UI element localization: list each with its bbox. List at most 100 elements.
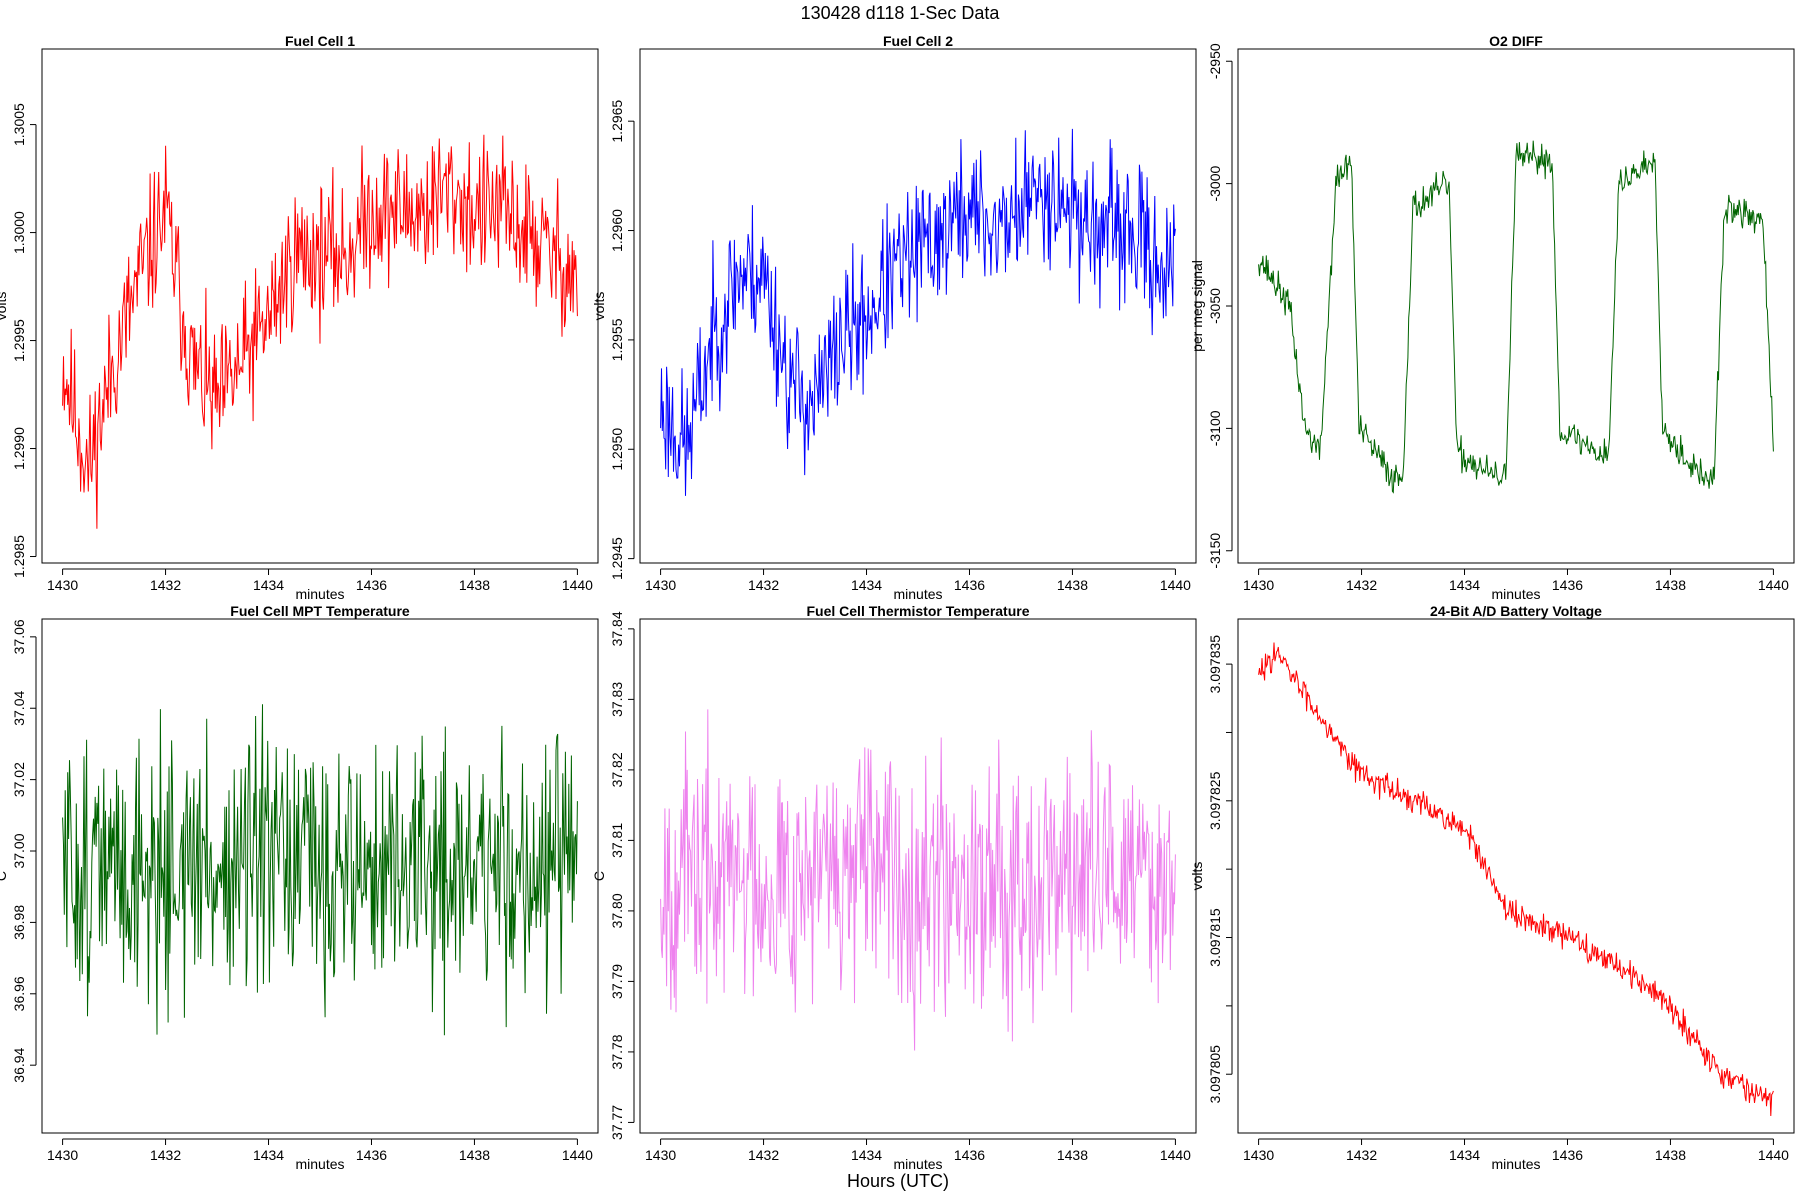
y-tick-label: 1.2950	[609, 428, 625, 471]
x-tick-label: 1434	[851, 577, 882, 593]
y-tick-label: -2950	[1207, 43, 1223, 79]
x-tick-label: 1440	[562, 577, 593, 593]
x-tick-label: 1430	[47, 1147, 78, 1163]
x-tick-label: 1436	[954, 577, 985, 593]
x-axis-label: minutes	[893, 586, 942, 602]
x-tick-label: 1438	[1655, 1147, 1686, 1163]
y-tick-label: 37.78	[609, 1034, 625, 1069]
x-tick-label: 1434	[253, 1147, 284, 1163]
x-axis-label: minutes	[893, 1156, 942, 1172]
y-axis-label: volts	[0, 292, 9, 321]
y-tick-label: 37.84	[609, 611, 625, 646]
y-tick-label: 3.097815	[1207, 908, 1223, 967]
panel-5: Fuel Cell Thermistor Temperature 1430 1432…	[591, 603, 1197, 1172]
y-tick-label: 36.94	[11, 1047, 27, 1082]
x-tick-label: 1436	[1552, 577, 1583, 593]
x-axis-label: minutes	[295, 586, 344, 602]
plot-frame	[1237, 618, 1795, 1134]
y-tick-label: 37.02	[11, 762, 27, 797]
x-tick-label: 1436	[356, 577, 387, 593]
series-line	[62, 704, 578, 1036]
x-tick-label: 1436	[1552, 1147, 1583, 1163]
x-tick-label: 1430	[47, 577, 78, 593]
y-tick-label: 36.98	[11, 905, 27, 940]
x-tick-label: 1440	[562, 1147, 593, 1163]
y-tick-label: 3.097825	[1207, 771, 1223, 830]
x-tick-label: 1432	[748, 577, 779, 593]
x-tick-label: 1438	[1057, 1147, 1088, 1163]
panel-title: Fuel Cell Thermistor Temperature	[806, 603, 1029, 619]
x-tick-label: 1434	[1449, 577, 1480, 593]
series-line	[62, 134, 578, 529]
x-tick-label: 1430	[645, 577, 676, 593]
y-tick-label: 1.2960	[609, 209, 625, 252]
x-tick-label: 1440	[1160, 1147, 1191, 1163]
x-tick-label: 1432	[1346, 577, 1377, 593]
y-tick-label: 37.82	[609, 752, 625, 787]
y-tick-label: 37.00	[11, 833, 27, 868]
y-tick-label: 37.77	[609, 1105, 625, 1140]
panel-4: Fuel Cell MPT Temperature 1430 1432 1434 143…	[0, 603, 599, 1172]
panel-title: Fuel Cell 1	[285, 33, 355, 49]
x-tick-label: 1438	[459, 1147, 490, 1163]
x-tick-label: 1436	[356, 1147, 387, 1163]
y-tick-label: 1.2985	[11, 535, 27, 578]
panel-title: Fuel Cell MPT Temperature	[230, 603, 410, 619]
y-tick-label: 37.04	[11, 691, 27, 726]
panel-6: 24-Bit A/D Battery Voltage 1430 1432 1434 14…	[1189, 603, 1795, 1172]
y-tick-label: 1.2945	[609, 537, 625, 580]
plot-frame	[41, 48, 599, 564]
x-tick-label: 1434	[253, 577, 284, 593]
panel-1: Fuel Cell 1 1430 1432 1434 1436 1438 1440 minut…	[0, 33, 599, 602]
panel-3: O2 DIFF 1430 1432 1434 1436 1438 1440 minutes -3…	[1189, 33, 1795, 602]
x-tick-label: 1438	[1057, 577, 1088, 593]
x-axis-label: minutes	[1491, 586, 1540, 602]
x-tick-label: 1432	[150, 1147, 181, 1163]
x-tick-label: 1432	[1346, 1147, 1377, 1163]
plot-frame	[1237, 48, 1795, 564]
y-tick-label: 1.2955	[609, 318, 625, 361]
y-tick-label: -3150	[1207, 533, 1223, 569]
y-tick-label: 3.097835	[1207, 635, 1223, 694]
y-tick-label: 37.06	[11, 619, 27, 654]
panel-title: O2 DIFF	[1489, 33, 1543, 49]
x-tick-label: 1440	[1758, 577, 1789, 593]
y-axis-label: C	[591, 871, 607, 881]
y-tick-label: 37.79	[609, 964, 625, 999]
x-tick-label: 1434	[1449, 1147, 1480, 1163]
x-tick-label: 1440	[1758, 1147, 1789, 1163]
y-tick-label: -3050	[1207, 288, 1223, 324]
series-line	[1258, 140, 1774, 494]
y-axis-label: volts	[1189, 862, 1205, 891]
x-tick-label: 1440	[1160, 577, 1191, 593]
panel-title: Fuel Cell 2	[883, 33, 953, 49]
y-tick-label: 36.96	[11, 976, 27, 1011]
y-tick-label: 1.3000	[11, 211, 27, 254]
x-axis-label: minutes	[1491, 1156, 1540, 1172]
panel-2: Fuel Cell 2 1430 1432 1434 1436 1438 1440 minut…	[591, 33, 1197, 602]
x-tick-label: 1430	[1243, 1147, 1274, 1163]
y-tick-label: 1.3005	[11, 103, 27, 146]
plot-frame	[639, 618, 1197, 1134]
x-tick-label: 1438	[459, 577, 490, 593]
x-tick-label: 1430	[645, 1147, 676, 1163]
figure-xlabel: Hours (UTC)	[847, 1171, 949, 1191]
y-axis-label: volts	[591, 292, 607, 321]
y-tick-label: 1.2965	[609, 100, 625, 143]
series-line	[660, 709, 1176, 1051]
series-line	[660, 128, 1176, 496]
x-tick-label: 1430	[1243, 577, 1274, 593]
y-tick-label: -3000	[1207, 166, 1223, 202]
y-tick-label: 1.2995	[11, 319, 27, 362]
y-tick-label: -3100	[1207, 410, 1223, 446]
x-tick-label: 1432	[150, 577, 181, 593]
y-tick-label: 1.2990	[11, 427, 27, 470]
x-tick-label: 1436	[954, 1147, 985, 1163]
y-axis-label: per meg signal	[1189, 260, 1205, 352]
x-axis-label: minutes	[295, 1156, 344, 1172]
y-tick-label: 37.81	[609, 823, 625, 858]
plot-frame	[41, 618, 599, 1134]
panel-title: 24-Bit A/D Battery Voltage	[1430, 603, 1602, 619]
y-axis-label: C	[0, 871, 9, 881]
